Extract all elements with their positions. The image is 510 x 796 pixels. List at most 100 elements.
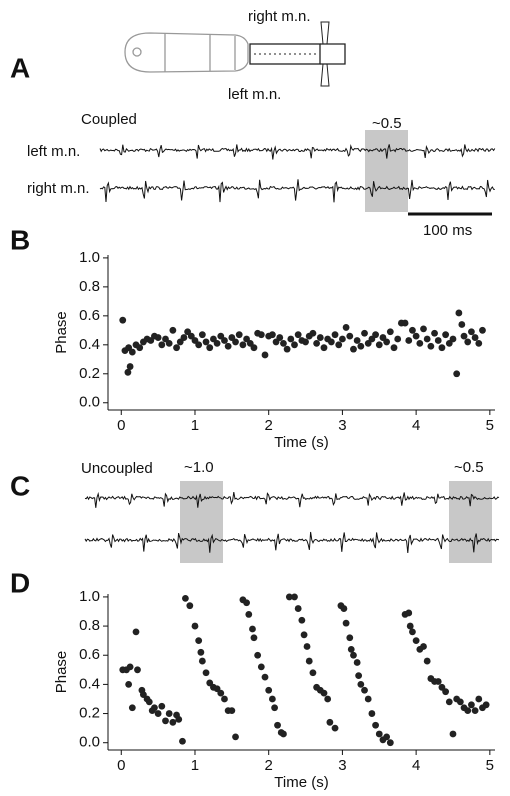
y-axis-label: Phase (53, 311, 70, 354)
point (128, 348, 136, 356)
point (180, 334, 188, 341)
point (342, 324, 350, 331)
point (182, 594, 189, 602)
point (126, 363, 134, 370)
point (124, 368, 132, 376)
point (303, 643, 311, 650)
point (243, 599, 250, 607)
point (357, 680, 365, 688)
y-tick-label: 0.2 (79, 705, 100, 722)
point (195, 637, 203, 645)
point (245, 611, 253, 618)
point (249, 625, 256, 633)
point (158, 341, 166, 349)
point (375, 730, 383, 738)
phase-note: ~1.0 (184, 459, 214, 476)
point (280, 730, 287, 738)
y-tick-label: 0.0 (79, 734, 100, 751)
point (458, 321, 466, 328)
point (471, 334, 479, 341)
point (158, 702, 166, 710)
point (464, 707, 472, 715)
x-tick-label: 2 (265, 757, 273, 774)
condition-label: Uncoupled (81, 460, 153, 477)
y-tick-label: 0.6 (79, 646, 100, 663)
point (221, 695, 228, 703)
x-tick-label: 1 (191, 417, 199, 434)
panel-letter: C (10, 470, 30, 501)
point (302, 338, 309, 346)
point (126, 663, 134, 671)
point (464, 338, 472, 346)
point (350, 345, 357, 353)
point (145, 698, 153, 706)
y-tick-label: 1.0 (79, 249, 100, 266)
point (409, 628, 416, 636)
point (453, 370, 461, 378)
point (335, 341, 343, 349)
point (271, 704, 278, 712)
point (154, 334, 162, 341)
point (346, 634, 354, 642)
point (250, 634, 258, 642)
point (412, 637, 420, 645)
point (455, 309, 463, 317)
y-tick-label: 1.0 (79, 588, 100, 605)
point (195, 341, 203, 349)
point (274, 721, 281, 729)
point (169, 326, 177, 334)
point (298, 616, 306, 624)
point (405, 609, 413, 617)
point (386, 739, 394, 747)
y-tick-label: 0.4 (79, 675, 100, 692)
point (353, 337, 361, 344)
point (438, 344, 446, 352)
point (221, 337, 228, 344)
point (257, 331, 265, 339)
point (361, 329, 368, 337)
point (375, 341, 383, 349)
chart: 0.0 0.2 0.4 0.6 0.8 1.0 0 1 2 3 4 5 Time (s) Phase (53, 588, 495, 791)
point (412, 332, 420, 340)
point (468, 701, 475, 709)
point (228, 707, 236, 715)
point (357, 342, 365, 350)
point (291, 593, 298, 601)
point (416, 339, 424, 347)
point (169, 718, 177, 726)
point (173, 344, 180, 352)
point (409, 326, 416, 334)
point (213, 339, 221, 347)
point (232, 733, 239, 741)
point (294, 331, 302, 339)
x-tick-label: 2 (265, 417, 273, 434)
x-tick-label: 0 (117, 417, 125, 434)
chart: 0.0 0.2 0.4 0.6 0.8 1.0 0 1 2 3 4 5 Time (s) Phase (53, 249, 495, 451)
x-tick-label: 4 (412, 757, 420, 774)
x-tick-label: 0 (117, 757, 125, 774)
point (287, 335, 295, 343)
point (350, 651, 357, 659)
point (368, 710, 376, 717)
point (353, 659, 361, 666)
point (128, 704, 136, 712)
trace-label: right m.n. (27, 180, 90, 197)
point (320, 689, 328, 697)
highlight-box (180, 481, 223, 563)
point (268, 695, 276, 703)
point (346, 332, 354, 340)
point (250, 344, 258, 352)
point (347, 646, 355, 653)
point (125, 680, 133, 688)
point (449, 335, 457, 343)
point (342, 619, 350, 627)
trace (84, 531, 500, 554)
point (324, 695, 332, 703)
point (442, 331, 450, 339)
x-tick-label: 3 (338, 757, 346, 774)
point (339, 335, 346, 343)
trace (84, 491, 500, 508)
point (268, 331, 276, 339)
point (276, 334, 284, 341)
